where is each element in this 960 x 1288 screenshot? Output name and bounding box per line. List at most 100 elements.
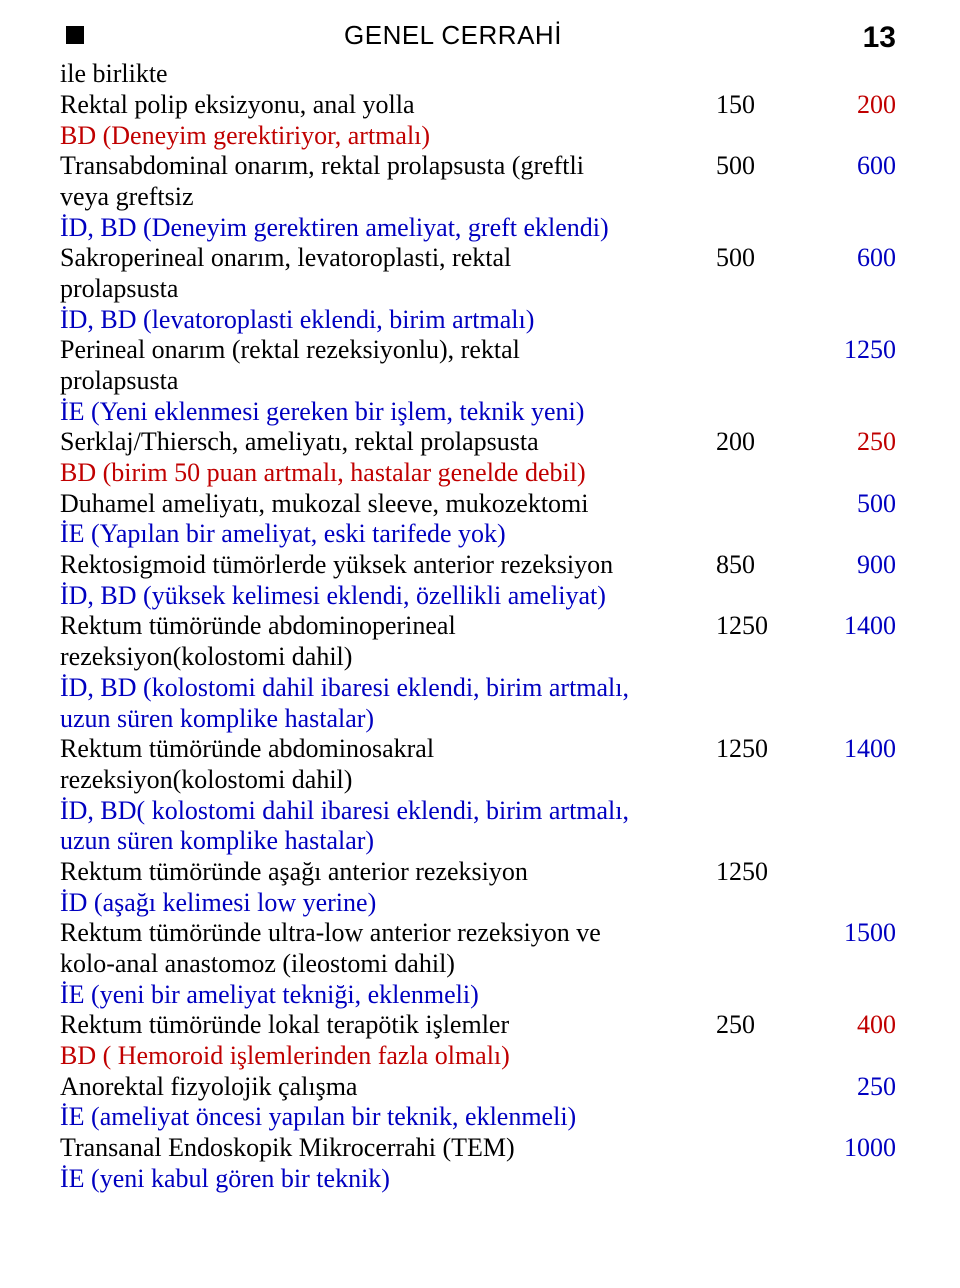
table-row: Anorektal fizyolojik çalışma 250: [60, 1072, 900, 1103]
table-row: İD, BD (levatoroplasti eklendi, birim ar…: [60, 305, 900, 336]
row-description: Rektosigmoid tümörlerde yüksek anterior …: [60, 550, 706, 581]
table-row: İD, BD( kolostomi dahil ibaresi eklendi,…: [60, 796, 900, 827]
row-value-1: 1250: [706, 857, 806, 888]
table-row: İE (yeni bir ameliyat tekniği, eklenmeli…: [60, 980, 900, 1011]
table-row: Serklaj/Thiersch, ameliyatı, rektal prol…: [60, 427, 900, 458]
row-description: Duhamel ameliyatı, mukozal sleeve, mukoz…: [60, 489, 706, 520]
row-value-2: 900: [806, 550, 900, 581]
row-description: Transabdominal onarım, rektal prolapsust…: [60, 151, 706, 182]
table-row: İD, BD (kolostomi dahil ibaresi eklendi,…: [60, 673, 900, 704]
row-value-2: 400: [806, 1010, 900, 1041]
table-row: Rektal polip eksizyonu, anal yolla150200: [60, 90, 900, 121]
table-row: kolo-anal anastomoz (ileostomi dahil): [60, 949, 900, 980]
row-description: Serklaj/Thiersch, ameliyatı, rektal prol…: [60, 427, 706, 458]
row-value-2: 200: [806, 90, 900, 121]
row-description: İE (ameliyat öncesi yapılan bir teknik, …: [60, 1102, 706, 1133]
row-description: Anorektal fizyolojik çalışma: [60, 1072, 706, 1103]
table-row: BD ( Hemoroid işlemlerinden fazla olmalı…: [60, 1041, 900, 1072]
row-description: İE (yeni kabul gören bir teknik): [60, 1164, 706, 1195]
row-value-1: 850: [706, 550, 806, 581]
row-description: BD (birim 50 puan artmalı, hastalar gene…: [60, 458, 706, 489]
table-row: uzun süren komplike hastalar): [60, 704, 900, 735]
row-value-1: 500: [706, 151, 806, 182]
row-value-1: 1250: [706, 611, 806, 642]
row-value-2: 600: [806, 151, 900, 182]
page-number: 13: [863, 20, 900, 55]
row-description: rezeksiyon(kolostomi dahil): [60, 765, 706, 796]
row-description: Rektum tümöründe ultra-low anterior reze…: [60, 918, 706, 949]
table-row: BD (birim 50 puan artmalı, hastalar gene…: [60, 458, 900, 489]
row-value-2: 1250: [806, 335, 900, 366]
row-description: Rektum tümöründe abdominosakral: [60, 734, 706, 765]
table-row: Rektum tümöründe aşağı anterior rezeksiy…: [60, 857, 900, 888]
table-row: veya greftsiz: [60, 182, 900, 213]
content-rows: ile birlikteRektal polip eksizyonu, anal…: [60, 59, 900, 1194]
row-description: prolapsusta: [60, 366, 706, 397]
bullet-icon: [66, 26, 84, 44]
row-value-2: 500: [806, 489, 900, 520]
table-row: İE (Yeni eklenmesi gereken bir işlem, te…: [60, 397, 900, 428]
row-value-2: 1000: [806, 1133, 900, 1164]
row-description: kolo-anal anastomoz (ileostomi dahil): [60, 949, 706, 980]
row-description: Rektum tümöründe aşağı anterior rezeksiy…: [60, 857, 706, 888]
row-value-1: 1250: [706, 734, 806, 765]
table-row: İD, BD (Deneyim gerektiren ameliyat, gre…: [60, 213, 900, 244]
table-row: İE (Yapılan bir ameliyat, eski tarifede …: [60, 519, 900, 550]
row-description: İD, BD (yüksek kelimesi eklendi, özellik…: [60, 581, 706, 612]
table-row: prolapsusta: [60, 274, 900, 305]
table-row: rezeksiyon(kolostomi dahil): [60, 642, 900, 673]
table-row: Sakroperineal onarım, levatoroplasti, re…: [60, 243, 900, 274]
table-row: Duhamel ameliyatı, mukozal sleeve, mukoz…: [60, 489, 900, 520]
row-description: Rektum tümöründe abdominoperineal: [60, 611, 706, 642]
table-row: Transabdominal onarım, rektal prolapsust…: [60, 151, 900, 182]
page-header: GENEL CERRAHİ 13: [60, 20, 900, 55]
table-row: İD, BD (yüksek kelimesi eklendi, özellik…: [60, 581, 900, 612]
row-description: ile birlikte: [60, 59, 706, 90]
table-row: ile birlikte: [60, 59, 900, 90]
table-row: Perineal onarım (rektal rezeksiyonlu), r…: [60, 335, 900, 366]
row-description: prolapsusta: [60, 274, 706, 305]
row-description: Perineal onarım (rektal rezeksiyonlu), r…: [60, 335, 706, 366]
row-description: Rektum tümöründe lokal terapötik işlemle…: [60, 1010, 706, 1041]
row-value-2: 250: [806, 1072, 900, 1103]
row-value-1: 500: [706, 243, 806, 274]
table-row: prolapsusta: [60, 366, 900, 397]
row-description: İD, BD (kolostomi dahil ibaresi eklendi,…: [60, 673, 706, 704]
row-description: İD, BD( kolostomi dahil ibaresi eklendi,…: [60, 796, 706, 827]
row-description: uzun süren komplike hastalar): [60, 826, 706, 857]
row-description: uzun süren komplike hastalar): [60, 704, 706, 735]
table-row: Rektum tümöründe abdominosakral12501400: [60, 734, 900, 765]
row-description: İE (Yeni eklenmesi gereken bir işlem, te…: [60, 397, 706, 428]
table-row: Rektum tümöründe ultra-low anterior reze…: [60, 918, 900, 949]
row-description: Transanal Endoskopik Mikrocerrahi (TEM): [60, 1133, 706, 1164]
row-description: İE (yeni bir ameliyat tekniği, eklenmeli…: [60, 980, 706, 1011]
header-title: GENEL CERRAHİ: [344, 20, 863, 51]
table-row: Rektum tümöründe abdominoperineal1250140…: [60, 611, 900, 642]
row-value-1: 150: [706, 90, 806, 121]
row-value-2: 250: [806, 427, 900, 458]
table-row: Rektum tümöründe lokal terapötik işlemle…: [60, 1010, 900, 1041]
row-value-1: 200: [706, 427, 806, 458]
table-row: uzun süren komplike hastalar): [60, 826, 900, 857]
row-description: rezeksiyon(kolostomi dahil): [60, 642, 706, 673]
row-description: İE (Yapılan bir ameliyat, eski tarifede …: [60, 519, 706, 550]
row-description: veya greftsiz: [60, 182, 706, 213]
row-value-2: 1400: [806, 734, 900, 765]
row-description: BD ( Hemoroid işlemlerinden fazla olmalı…: [60, 1041, 706, 1072]
table-row: BD (Deneyim gerektiriyor, artmalı): [60, 121, 900, 152]
row-description: İD (aşağı kelimesi low yerine): [60, 888, 706, 919]
table-row: İE (ameliyat öncesi yapılan bir teknik, …: [60, 1102, 900, 1133]
table-row: İE (yeni kabul gören bir teknik): [60, 1164, 900, 1195]
row-description: BD (Deneyim gerektiriyor, artmalı): [60, 121, 706, 152]
row-value-2: 1400: [806, 611, 900, 642]
row-description: İD, BD (levatoroplasti eklendi, birim ar…: [60, 305, 706, 336]
table-row: Rektosigmoid tümörlerde yüksek anterior …: [60, 550, 900, 581]
row-value-1: 250: [706, 1010, 806, 1041]
table-row: rezeksiyon(kolostomi dahil): [60, 765, 900, 796]
page: GENEL CERRAHİ 13 ile birlikteRektal poli…: [0, 0, 960, 1234]
row-description: Rektal polip eksizyonu, anal yolla: [60, 90, 706, 121]
row-value-2: 1500: [806, 918, 900, 949]
row-description: İD, BD (Deneyim gerektiren ameliyat, gre…: [60, 213, 706, 244]
table-row: İD (aşağı kelimesi low yerine): [60, 888, 900, 919]
row-value-2: 600: [806, 243, 900, 274]
